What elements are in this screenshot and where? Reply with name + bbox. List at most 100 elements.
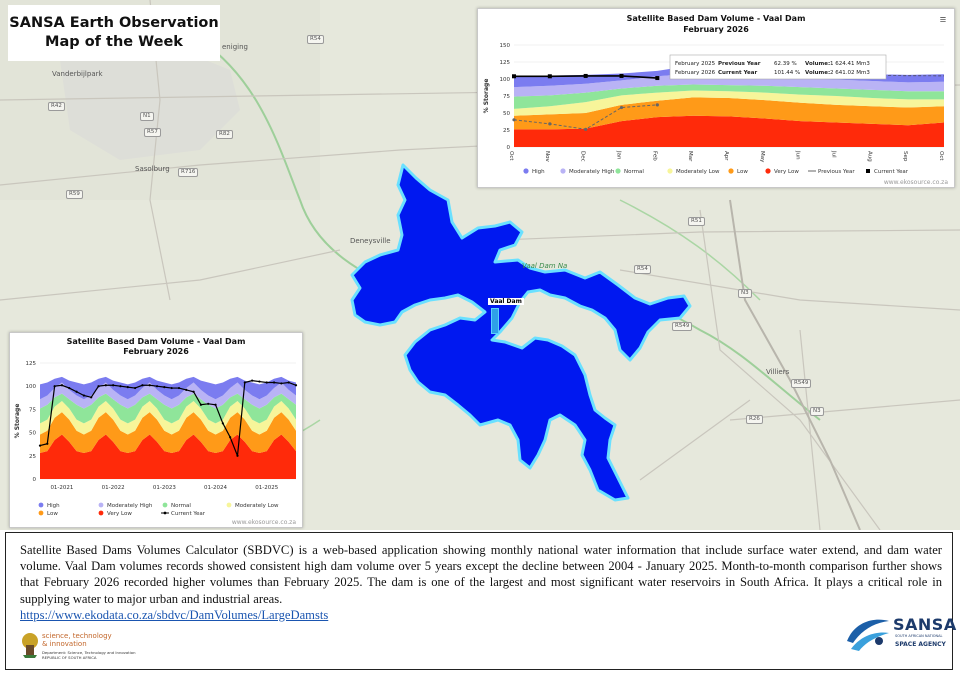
chart2-ylabel: % Storage [14,404,21,439]
chart2-legend-marker [98,510,104,516]
chart2-xtick: 01-2021 [50,485,73,491]
sbdvc-link[interactable]: https://www.ekodata.co.za/sbdvc/DamVolum… [20,607,329,622]
chart1-legend-marker [615,168,621,174]
chart2-xtick: 01-2023 [153,485,176,491]
chart2-ytick: 75 [29,407,36,413]
chart1-tooltip-volume: 2 641.02 Mm3 [830,70,870,76]
chart2-point-current-year [177,386,181,390]
chart2-point-current-year [141,384,144,387]
chart2-point-current-year [112,384,115,387]
chart2-point-current-year [287,381,290,384]
chart2-point-current-year [170,386,173,390]
chart2-band-moderately-high [40,382,296,409]
chart1-legend-marker [728,168,734,174]
description-text: Satellite Based Dams Volumes Calculator … [20,542,942,623]
chart1-xtick: Aug [866,151,872,162]
chart1-point-current-year [512,74,516,79]
chart2-legend-label: Very Low [107,511,132,517]
chart1-title: Satellite Based Dam Volume - Vaal Dam [627,14,806,23]
road-shield: R57 [144,128,161,137]
chart1-band-moderately-high [514,73,944,97]
chart2-point-current-year [258,380,261,383]
sansa-swoosh-icon [847,619,889,651]
chart2-point-current-year [199,403,203,406]
chart2-band-low [40,412,296,454]
chart2-ytick: 50 [29,431,36,437]
chart2-band-normal [40,393,296,424]
chart1-ytick: 0 [507,145,511,151]
road-shield: N3 [738,289,752,298]
chart2-point-current-year [155,385,159,388]
dam-marker[interactable] [491,308,499,334]
timeseries-volume-chart: Satellite Based Dam Volume - Vaal Dam Feb… [9,332,303,528]
chart2-point-current-year [185,388,188,392]
chart1-point-current-year [547,74,552,79]
chart1-tooltip-pct: 101.44 % [774,70,800,76]
map-title-line1: SANSA Earth Observation [9,15,219,31]
chart2-point-current-year [119,385,122,388]
sansa-logo: SANSA SOUTH AFRICAN NATIONAL SPACE AGENC… [843,611,956,663]
chart1-band-low [514,97,944,130]
chart1-credit: www.ekosource.co.za [884,179,948,186]
chart1-legend-label: High [532,169,545,175]
chart2-point-current-year [265,381,268,384]
chart2-point-current-year [60,384,64,387]
chart2-point-current-year [192,390,195,393]
chart1-band-moderately-low [514,90,944,116]
chart1-point-current-year [583,73,588,78]
chart2-point-current-year [46,442,49,445]
map-view[interactable]: eniging Vanderbijlpark Sasolburg Deneysv… [0,0,960,530]
chart2-ytick: 100 [26,384,37,390]
chart2-point-current-year [243,381,246,384]
chart2-point-current-year [75,390,78,393]
chart1-xtick: Jun [795,150,801,160]
chart1-point-previous-year [619,105,624,110]
chart2-point-current-year [163,386,166,389]
road-shield: R54 [634,265,651,274]
chart2-legend-label: High [47,503,60,509]
chart2-legend-label: Low [47,511,58,517]
chart1-point-previous-year [584,127,588,131]
chart1-legend-label: Current Year [874,169,909,175]
chart1-xtick: Dec [580,151,586,162]
chart1-xtick: Nov [544,151,550,162]
road-shield: R42 [48,102,65,111]
road-shield: N1 [140,112,154,121]
map-title-line2: Map of the Week [45,34,183,50]
chart1-xtick: Oct [938,151,944,161]
road-shield: R716 [178,168,199,177]
hamburger-menu-icon[interactable]: ≡ [940,14,946,26]
chart1-xtick: Sep [902,151,908,162]
chart1-xtick: Apr [723,151,729,161]
chart1-tooltip-volume: 1 624.41 Mm3 [830,61,870,67]
chart1-legend-marker [765,168,771,174]
map-title: SANSA Earth Observation Map of the Week [8,5,220,61]
chart2-point-current-year [280,382,283,385]
sansa-logo-sub: SOUTH AFRICAN NATIONAL [895,634,943,638]
road-shield: R59 [66,190,83,199]
road-shield: R82 [216,130,233,139]
chart2-band-moderately-low [40,401,296,435]
sansa-logo-name: SANSA [893,615,957,634]
chart1-legend-label: Normal [624,169,644,175]
chart2-band-very-low [40,434,296,479]
chart2-point-current-year [148,384,151,387]
chart2-legend-marker [38,510,44,516]
place-label: Villiers [766,368,790,376]
chart1-point-previous-year [548,122,552,126]
place-label: Sasolburg [135,165,170,173]
dsti-logo-line1: science, technology [42,632,112,640]
chart1-tooltip-volume-label: Volume: [805,70,830,76]
chart2-point-current-year [82,394,85,397]
chart2-point-current-year [68,386,71,390]
chart2-series-current-year [39,380,297,457]
chart1-point-previous-year [512,118,516,122]
road-shield: R51 [688,217,705,226]
vaal-dam-water [350,163,692,502]
chart1-ytick: 100 [500,77,511,83]
chart1-legend-label: Very Low [774,169,799,175]
chart1-legend-marker [667,168,673,174]
road-shield: N3 [810,407,824,416]
chart1-tooltip [669,54,887,80]
chart1-ytick: 75 [503,94,510,100]
